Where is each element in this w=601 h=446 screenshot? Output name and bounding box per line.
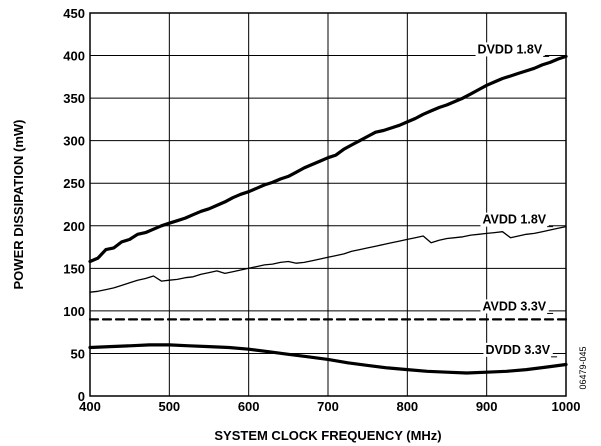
series-label-group: DVDD 1.8V <box>475 42 550 57</box>
x-tick-label: 600 <box>238 399 260 414</box>
y-tick-label: 350 <box>63 91 85 106</box>
x-tick-label: 1000 <box>552 399 581 414</box>
series-label-background <box>480 212 549 227</box>
x-tick-label: 900 <box>476 399 498 414</box>
series-label-group: AVDD 3.3V <box>480 299 554 314</box>
series-label-background <box>475 42 545 57</box>
series-label: DVDD 1.8V <box>478 42 543 56</box>
y-tick-label: 400 <box>63 49 85 64</box>
y-tick-label: 200 <box>63 219 85 234</box>
y-tick-labels: 0 50 100 150 200 250 300 350 400 450 <box>63 6 85 404</box>
series-label-background <box>480 299 549 314</box>
series-label: AVDD 3.3V <box>482 299 546 313</box>
y-tick-label: 250 <box>63 176 85 191</box>
y-tick-label: 150 <box>63 261 85 276</box>
series-label-group: DVDD 3.3V <box>483 342 558 358</box>
x-tick-label: 800 <box>396 399 418 414</box>
y-tick-label: 100 <box>63 304 85 319</box>
x-tick-label: 700 <box>317 399 339 414</box>
series-label-background <box>483 342 553 357</box>
x-tick-labels: 400 500 600 700 800 900 1000 <box>79 399 580 414</box>
series-label: DVDD 3.3V <box>485 343 550 357</box>
y-tick-label: 450 <box>63 6 85 21</box>
y-tick-label: 50 <box>71 346 85 361</box>
y-tick-label: 300 <box>63 134 85 149</box>
y-axis-title: POWER DISSIPATION (mW) <box>11 120 26 290</box>
figure-id: 06479-045 <box>578 346 588 389</box>
series-layer <box>88 54 568 375</box>
series-line-avdd-1-8v <box>89 225 567 293</box>
series-line-dvdd-3-3v <box>88 343 568 375</box>
series-labels: DVDD 1.8V AVDD 1.8V AVDD 3.3V DVDD 3.3V <box>475 42 558 358</box>
x-tick-label: 500 <box>158 399 180 414</box>
y-tick-label: 0 <box>78 389 85 404</box>
x-tick-label: 400 <box>79 399 101 414</box>
series-label: AVDD 1.8V <box>482 213 546 227</box>
series-line-dvdd-1-8v <box>88 54 568 264</box>
x-axis-title: SYSTEM CLOCK FREQUENCY (MHz) <box>214 428 441 443</box>
plot-frame <box>89 12 567 397</box>
series-label-group: AVDD 1.8V <box>480 212 554 228</box>
